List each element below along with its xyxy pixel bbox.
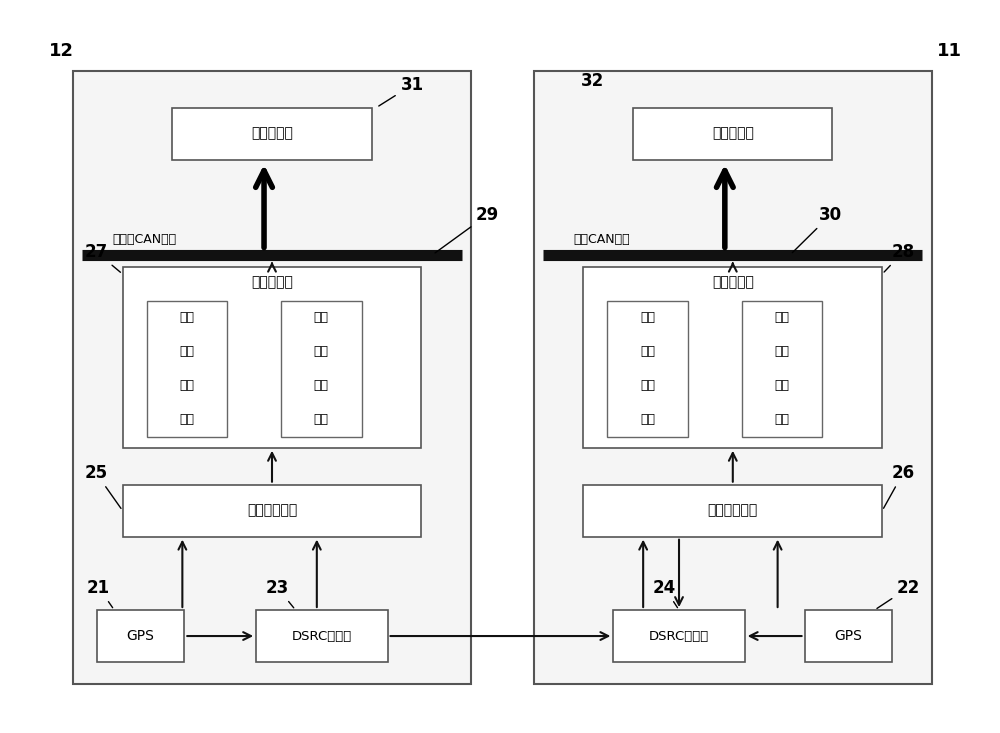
Text: 识别: 识别 [640, 379, 655, 392]
Text: 24: 24 [653, 578, 677, 608]
Text: 26: 26 [884, 464, 915, 508]
Bar [256, 610, 388, 662]
Bar [583, 485, 882, 537]
Text: 异常车CAN总线: 异常车CAN总线 [113, 233, 177, 246]
Text: 12: 12 [49, 43, 74, 60]
Text: 转换: 转换 [314, 379, 329, 392]
Text: 30: 30 [792, 206, 842, 253]
Text: 28: 28 [884, 243, 915, 272]
Text: 中央处理器: 中央处理器 [712, 276, 754, 290]
Text: 25: 25 [84, 464, 121, 509]
Text: 本车CAN总线: 本车CAN总线 [573, 233, 630, 246]
Text: 坐标: 坐标 [775, 345, 790, 358]
Bar [73, 71, 471, 683]
Text: 轨迹: 轨迹 [640, 345, 655, 358]
Bar [633, 108, 832, 160]
Text: 车辆: 车辆 [775, 312, 790, 325]
Text: 车辆: 车辆 [314, 312, 329, 325]
Text: 21: 21 [87, 578, 113, 608]
Text: 车载显示器: 车载显示器 [712, 127, 754, 141]
Text: 轨迹: 轨迹 [179, 345, 194, 358]
Text: 车辆: 车辆 [179, 312, 194, 325]
Text: 22: 22 [877, 578, 920, 608]
Text: 转换: 转换 [775, 379, 790, 392]
Bar [123, 267, 421, 448]
Text: GPS: GPS [127, 629, 154, 643]
Text: 车辆: 车辆 [640, 312, 655, 325]
Text: DSRC收发端: DSRC收发端 [649, 630, 709, 643]
Bar [607, 301, 688, 437]
Bar [123, 485, 421, 537]
Text: 坐标: 坐标 [314, 345, 329, 358]
Text: 模块: 模块 [314, 413, 329, 426]
Bar [172, 108, 372, 160]
Text: 识别: 识别 [179, 379, 194, 392]
Text: 31: 31 [379, 76, 424, 106]
Text: 32: 32 [581, 72, 604, 90]
Text: 11: 11 [937, 43, 962, 60]
Text: 模块: 模块 [775, 413, 790, 426]
Text: 模块: 模块 [640, 413, 655, 426]
Bar [281, 301, 362, 437]
Text: 数据融合模块: 数据融合模块 [247, 504, 297, 517]
Text: DSRC收发端: DSRC收发端 [292, 630, 352, 643]
Text: 中央处理器: 中央处理器 [251, 276, 293, 290]
Text: 车载显示器: 车载显示器 [251, 127, 293, 141]
Bar [147, 301, 227, 437]
Bar [583, 267, 882, 448]
Bar [742, 301, 822, 437]
Text: 23: 23 [266, 578, 294, 608]
Text: 27: 27 [84, 243, 120, 272]
Bar [534, 71, 932, 683]
Bar [613, 610, 745, 662]
Text: 数据融合模块: 数据融合模块 [708, 504, 758, 517]
Bar [97, 610, 184, 662]
Text: 29: 29 [435, 206, 499, 253]
Text: GPS: GPS [834, 629, 862, 643]
Text: 模块: 模块 [179, 413, 194, 426]
Bar [805, 610, 892, 662]
